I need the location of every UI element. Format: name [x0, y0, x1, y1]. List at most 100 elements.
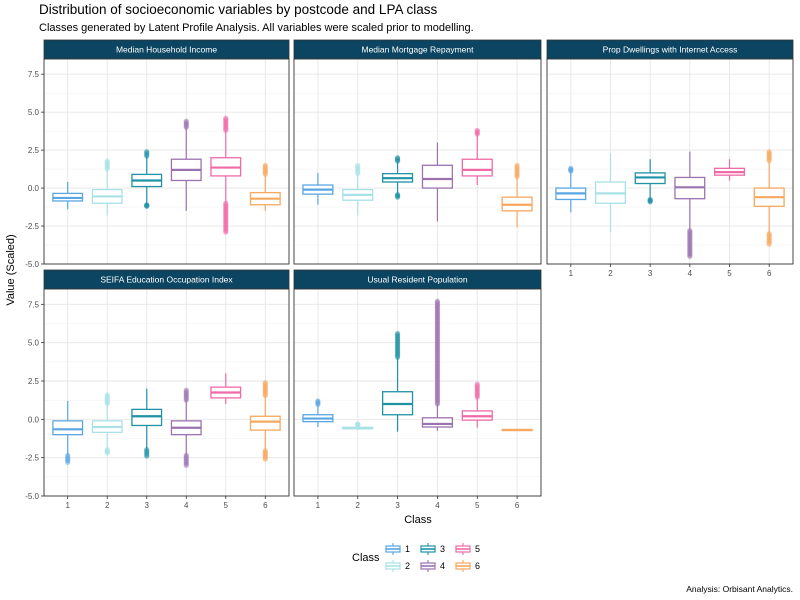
x-tick-label: 3 — [395, 501, 400, 510]
facet-panels: Median Household Income -5.0 -2.5 0.0 2.5 5.0… — [25, 39, 794, 510]
x-tick-label: 4 — [688, 269, 693, 278]
outlier-point — [355, 421, 361, 427]
box — [131, 408, 163, 427]
outlier-point — [647, 199, 653, 205]
box-class-6 — [753, 149, 785, 247]
outlier-point — [568, 165, 574, 171]
box-class-2 — [342, 162, 374, 216]
box-class-3 — [381, 330, 414, 432]
box-class-4 — [170, 387, 202, 468]
outlier-point — [514, 162, 520, 168]
box-class-4 — [674, 151, 706, 260]
box-class-3 — [634, 159, 666, 205]
legend-item-4: 4 — [420, 560, 445, 572]
legend-label: 4 — [440, 561, 445, 571]
legend-item-6: 6 — [455, 560, 480, 572]
legend-item-5: 5 — [455, 543, 480, 555]
x-tick-label: 2 — [608, 269, 613, 278]
panel-background — [547, 59, 793, 264]
legend-label: 1 — [405, 544, 410, 554]
box-class-5 — [210, 115, 242, 235]
box-class-1 — [302, 172, 334, 205]
box — [249, 415, 281, 431]
legend-item-2: 2 — [385, 560, 410, 572]
legend-label: 6 — [475, 561, 480, 571]
legend-title: Class — [352, 552, 380, 564]
box-class-1 — [302, 398, 334, 427]
y-tick-label: 5.0 — [28, 339, 40, 348]
box-class-6 — [249, 162, 281, 211]
box-class-2 — [91, 392, 123, 456]
legend-item-3: 3 — [420, 543, 445, 555]
y-axis-title: Value (Scaled) — [5, 234, 17, 305]
legend-item-1: 1 — [385, 543, 410, 555]
x-axis-title: Class — [404, 514, 432, 526]
outlier-point — [223, 229, 229, 235]
panel-background — [294, 289, 541, 496]
outlier-point — [434, 298, 441, 304]
outlier-point — [315, 398, 321, 404]
outlier-point — [223, 115, 229, 121]
box — [52, 420, 84, 436]
legend-label: 3 — [440, 544, 445, 554]
facet-strip-label: Prop Dwellings with Internet Access — [603, 45, 738, 55]
panel-border — [293, 288, 542, 497]
box — [421, 164, 454, 189]
y-tick-label: 7.5 — [28, 70, 40, 79]
y-tick-label: 7.5 — [28, 300, 40, 309]
box-class-2 — [342, 421, 374, 431]
box-class-1 — [52, 400, 84, 465]
facet-panel: SEIFA Education Occupation Index -5.0 -2.5… — [25, 269, 290, 510]
x-tick-label: 4 — [184, 501, 189, 510]
outlier-point — [355, 162, 361, 168]
y-tick-label: -2.5 — [25, 222, 39, 231]
outlier-point — [394, 330, 401, 337]
panel-background — [44, 59, 289, 264]
outlier-point — [183, 387, 189, 393]
x-tick-label: 6 — [515, 501, 520, 510]
facet-strip-label: Median Mortgage Repayment — [362, 45, 475, 55]
box-class-1 — [555, 165, 587, 213]
outlier-point — [394, 155, 401, 161]
box-class-3 — [131, 388, 163, 459]
outlier-point — [183, 462, 189, 468]
legend-label: 2 — [405, 561, 410, 571]
facet-strip-label: SEIFA Education Occupation Index — [100, 275, 233, 285]
outlier-point — [144, 453, 150, 459]
box-class-6 — [249, 379, 281, 462]
x-tick-label: 1 — [316, 501, 321, 510]
x-tick-label: 6 — [263, 501, 268, 510]
chart-title: Distribution of socioeconomic variables … — [39, 2, 437, 17]
box-class-3 — [131, 149, 163, 209]
x-tick-label: 1 — [65, 501, 70, 510]
x-tick-label: 3 — [648, 269, 653, 278]
box-class-5 — [461, 127, 493, 186]
y-tick-label: 5.0 — [28, 108, 40, 117]
outlier-point — [394, 194, 401, 200]
outlier-point — [474, 381, 480, 387]
outlier-point — [65, 459, 71, 465]
x-tick-label: 5 — [475, 501, 480, 510]
x-tick-label: 1 — [569, 269, 574, 278]
box-class-4 — [170, 118, 202, 211]
outlier-point — [766, 149, 772, 155]
box-class-3 — [381, 155, 414, 200]
outlier-point — [766, 241, 772, 247]
box-class-4 — [421, 142, 454, 222]
y-tick-label: -5.0 — [25, 492, 39, 501]
x-tick-label: 5 — [727, 269, 732, 278]
y-tick-label: 0.0 — [28, 415, 40, 424]
caption: Analysis: Orbisant Analytics. — [686, 584, 793, 594]
outlier-point — [104, 158, 110, 164]
box-class-5 — [461, 381, 493, 428]
panel-border — [293, 58, 542, 265]
outlier-point — [104, 392, 110, 398]
box — [421, 417, 454, 428]
panel-border — [546, 58, 794, 265]
y-tick-label: 0.0 — [28, 184, 40, 193]
box-class-1 — [52, 182, 84, 210]
outlier-point — [474, 127, 480, 133]
facet-strip-label: Usual Resident Population — [367, 275, 467, 285]
box-class-6 — [501, 428, 533, 432]
